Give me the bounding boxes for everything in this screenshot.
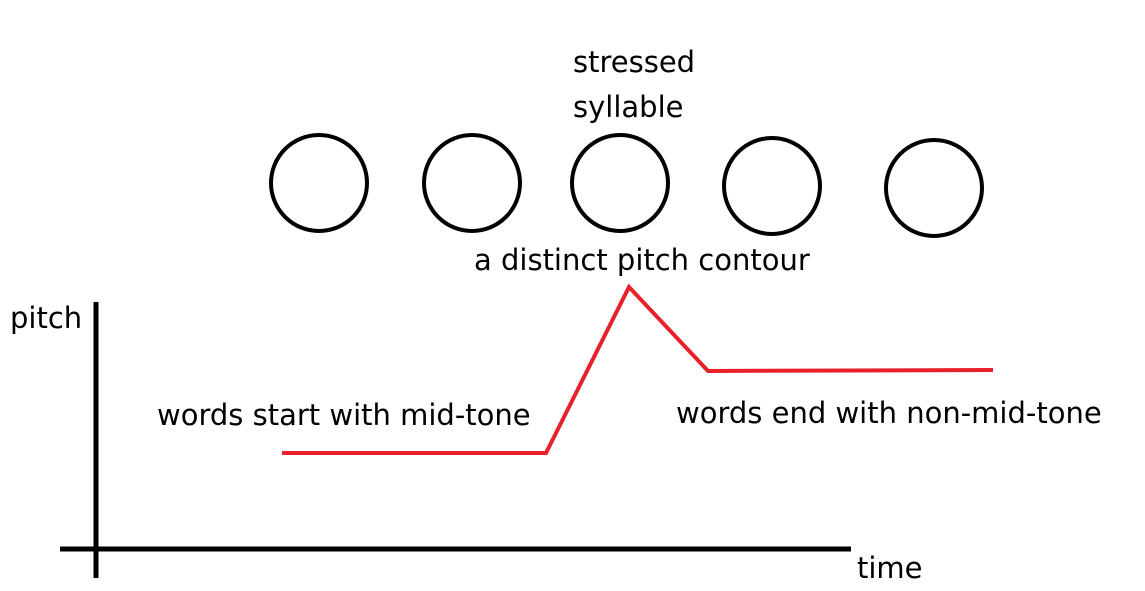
syllable-circle-2 bbox=[422, 133, 522, 233]
stressed-label-line2: syllable bbox=[573, 90, 683, 124]
syllable-row bbox=[269, 133, 984, 238]
x-axis-label: time bbox=[857, 551, 923, 585]
syllable-circle-5 bbox=[884, 138, 984, 238]
syllable-circle-4 bbox=[722, 136, 822, 236]
y-axis-label: pitch bbox=[10, 301, 82, 335]
stressed-label-line1: stressed bbox=[573, 45, 695, 79]
syllable-circle-1 bbox=[269, 133, 369, 233]
end-annotation: words end with non-mid-tone bbox=[676, 396, 1102, 430]
start-annotation: words start with mid-tone bbox=[157, 398, 531, 432]
pitch-contour-line bbox=[282, 283, 994, 455]
contour-label: a distinct pitch contour bbox=[474, 243, 810, 277]
syllable-circle-stressed bbox=[570, 133, 670, 233]
